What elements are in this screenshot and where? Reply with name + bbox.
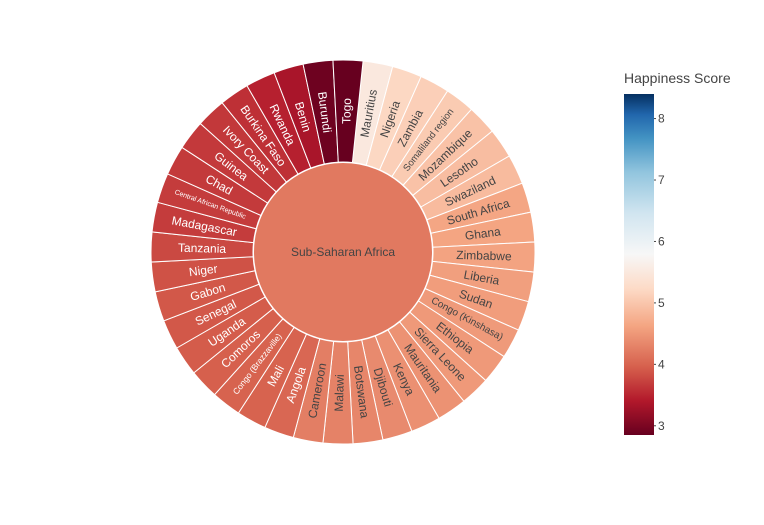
label-ghana: Ghana [464, 224, 502, 243]
colorbar-ticks: 3 4 5 6 7 8 [654, 112, 665, 433]
root-label: Sub-Saharan Africa [291, 245, 395, 259]
label-niger: Niger [188, 262, 218, 280]
label-togo: Togo [339, 98, 354, 125]
colorbar: Happiness Score 3 4 5 6 7 8 [624, 70, 731, 435]
label-malawi: Malawi [332, 374, 347, 412]
colorbar-title: Happiness Score [624, 70, 731, 86]
label-tanzania: Tanzania [178, 241, 227, 256]
colorbar-tick-label: 6 [658, 234, 665, 248]
root-segment[interactable] [253, 162, 433, 342]
label-zimbabwe: Zimbabwe [456, 248, 512, 263]
label-burundi: Burundi [315, 91, 334, 134]
colorbar-tick-label: 3 [658, 419, 665, 433]
colorbar-tick-label: 7 [658, 173, 665, 187]
colorbar-gradient [624, 94, 654, 435]
colorbar-tick-label: 5 [658, 296, 665, 310]
colorbar-tick-label: 4 [658, 357, 665, 371]
sunburst-root[interactable]: Sub-Saharan Africa [253, 162, 433, 342]
label-liberia: Liberia [463, 268, 501, 288]
colorbar-tick-label: 8 [658, 112, 665, 126]
label-botswana: Botswana [351, 365, 372, 419]
